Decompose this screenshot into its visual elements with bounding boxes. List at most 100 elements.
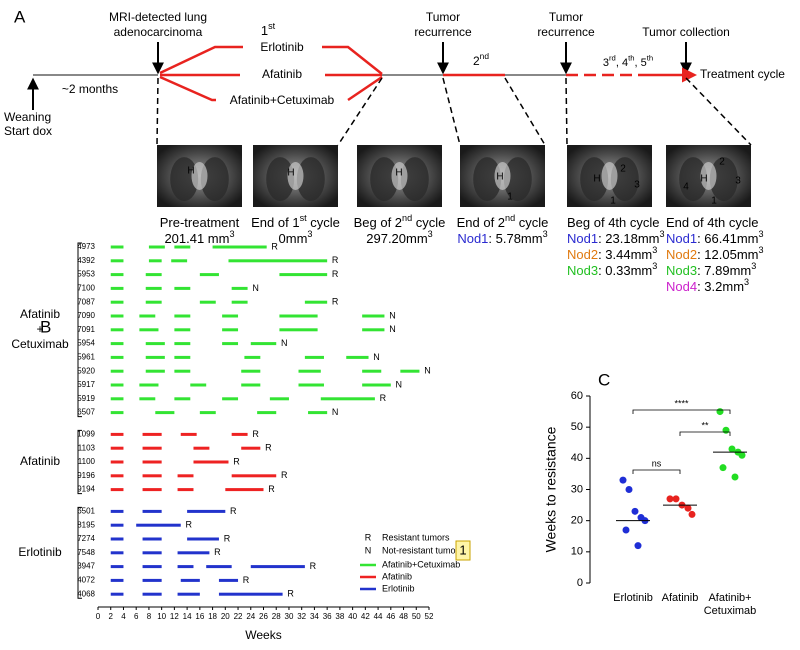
image-marker: H	[395, 168, 402, 179]
rich-text: Nod2: 12.05mm3	[666, 245, 764, 262]
treatment-segment	[174, 314, 191, 318]
group-label: +	[36, 322, 43, 336]
text-part: 3	[652, 245, 657, 255]
treatment-segment	[110, 551, 124, 555]
text-part: End of 2	[457, 215, 505, 230]
treatment-segment	[142, 551, 162, 555]
data-point	[622, 526, 630, 534]
treatment-segment	[174, 286, 191, 290]
x-tick-label: 40	[348, 612, 357, 621]
x-tick-label: 52	[425, 612, 434, 621]
x-tick-label: 34	[310, 612, 319, 621]
treatment-segment	[110, 245, 124, 249]
treatment-segment	[110, 537, 124, 541]
status-label: R	[310, 561, 317, 571]
text-part: End of 4th cycle	[666, 215, 759, 230]
legend-label: Erlotinib	[382, 583, 415, 593]
treatment-segment	[142, 578, 162, 582]
data-point	[666, 495, 674, 503]
text-part: 3	[229, 229, 234, 239]
treatment-segment	[139, 383, 159, 387]
x-tick-label: 42	[361, 612, 370, 621]
text-part: 3	[307, 229, 312, 239]
cycle-line	[322, 45, 383, 75]
treatment-segment	[145, 300, 162, 304]
x-tick-label: 8	[147, 612, 152, 621]
mouse-id: 7087	[77, 297, 95, 306]
x-tick-label: 4	[121, 612, 126, 621]
treatment-segment	[139, 397, 156, 401]
data-point	[625, 486, 633, 493]
mouse-id: 8195	[77, 520, 95, 529]
data-point	[738, 451, 746, 459]
treatment-segment	[110, 488, 124, 492]
mouse-id: 6507	[77, 408, 95, 417]
mouse-id: 4392	[77, 256, 95, 265]
treatment-segment	[145, 286, 162, 290]
x-tick-label: 36	[323, 612, 332, 621]
significance-label: **	[701, 420, 709, 430]
image-marker: 3	[735, 176, 741, 187]
treatment-segment	[320, 397, 375, 401]
treatment-segment	[177, 565, 194, 569]
text-part: st	[300, 213, 308, 223]
treatment-segment	[241, 446, 261, 450]
start-label: Start dox	[4, 124, 52, 138]
image-marker: H	[700, 174, 707, 185]
treatment-segment	[136, 523, 181, 527]
text-part: 3	[759, 229, 764, 239]
annotation-badge	[455, 540, 471, 561]
image-marker: 1	[610, 196, 616, 207]
treatment-segment	[177, 488, 194, 492]
status-label: R	[252, 429, 259, 439]
mouse-id: 5919	[77, 394, 95, 403]
treatment-segment	[110, 383, 124, 387]
treatment-segment	[298, 369, 321, 373]
mri-lung	[296, 157, 325, 202]
status-label: N	[424, 366, 431, 376]
treatment-segment	[110, 592, 124, 596]
x-tick-label: Cetuximab	[704, 605, 757, 617]
x-tick-label: 24	[246, 612, 255, 621]
text-part: 3	[543, 229, 548, 239]
text-part: 201.41 mm	[164, 231, 229, 246]
status-label: R	[224, 533, 231, 543]
treatment-segment	[139, 314, 156, 318]
text-part: 0mm	[279, 231, 308, 246]
connector-line	[442, 77, 461, 146]
treatment-segment	[244, 355, 261, 359]
annotation-badge-text: 1	[459, 542, 466, 557]
treatment-segment	[145, 342, 165, 346]
treatment-segment	[362, 314, 385, 318]
treatment-segment	[110, 286, 124, 290]
treatment-segment	[212, 245, 267, 249]
image-marker: H	[287, 168, 294, 179]
mouse-id: 1099	[77, 430, 95, 439]
treatment-segment	[110, 578, 124, 582]
text-part: 3	[660, 229, 665, 239]
image-marker: 2	[620, 164, 626, 175]
x-tick-label: 6	[134, 612, 139, 621]
text-part: Nod2	[666, 247, 697, 262]
status-label: R	[332, 269, 339, 279]
status-label: R	[265, 443, 272, 453]
mouse-id: 5953	[77, 270, 95, 279]
treatment-segment	[110, 523, 124, 527]
x-tick-label: 12	[170, 612, 179, 621]
panel-label: A	[14, 7, 26, 26]
mouse-id: 5920	[77, 366, 95, 375]
x-tick-label: Afatinib	[662, 592, 699, 604]
text-part: th	[628, 54, 634, 63]
status-label: R	[243, 575, 250, 585]
treatment-segment	[269, 397, 289, 401]
mri-lung	[200, 157, 229, 202]
text-part: Pre-treatment	[160, 215, 240, 230]
y-tick-label: 0	[577, 577, 583, 589]
group-label: Afatinib	[20, 307, 60, 321]
text-part: Nod3	[567, 263, 598, 278]
data-point	[631, 507, 639, 515]
treatment-segment	[180, 432, 197, 436]
text-part: : 12.05mm	[697, 247, 758, 262]
group-label: Cetuximab	[11, 337, 69, 351]
treatment-segment	[110, 509, 124, 513]
